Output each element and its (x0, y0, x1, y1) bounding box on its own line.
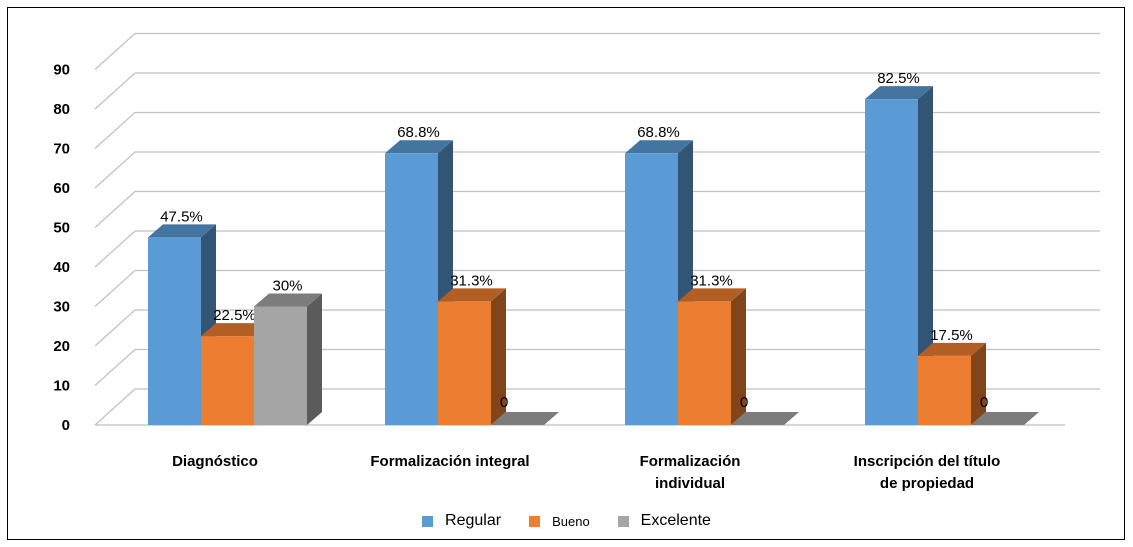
y-tick-label: 50 (53, 220, 70, 237)
legend-swatch-excelente (617, 515, 629, 527)
chart-legend: Regular Bueno Excelente (0, 512, 1133, 530)
bar-top-bueno (918, 342, 986, 356)
category-label: Formalización integral (370, 453, 529, 470)
category-label: de propiedad (880, 475, 974, 492)
bar-regular (385, 153, 438, 426)
legend-label-excelente: Excelente (640, 512, 711, 529)
bar-side-bueno (731, 288, 746, 425)
legend-item-excelente: Excelente (617, 512, 711, 530)
data-label-regular: 68.8% (637, 124, 680, 141)
gridline-0 (94, 388, 1100, 426)
data-label-regular: 47.5% (160, 208, 203, 225)
gridline-60 (94, 151, 1100, 189)
y-tick-label: 40 (53, 259, 70, 276)
data-label-excelente: 0 (500, 394, 508, 411)
gridline-90 (94, 32, 1100, 70)
y-tick-label: 60 (53, 180, 70, 197)
bar-top-regular (148, 224, 216, 238)
y-tick-label: 30 (53, 299, 70, 316)
y-tick-label: 20 (53, 338, 70, 355)
bar-top-excelente (254, 293, 322, 307)
legend-swatch-regular (422, 515, 434, 527)
data-label-bueno: 31.3% (450, 272, 493, 289)
gridline-40 (94, 230, 1100, 268)
bar-bueno (438, 301, 491, 425)
legend-swatch-bueno (529, 515, 541, 527)
bar-bueno (201, 336, 254, 425)
bar-side-bueno (971, 342, 986, 425)
category-label: Formalización (640, 453, 741, 470)
data-label-bueno: 31.3% (690, 272, 733, 289)
legend-label-regular: Regular (445, 512, 502, 529)
y-tick-label: 0 (62, 417, 70, 434)
bar-top-bueno (438, 288, 506, 302)
bar-top-excelente (971, 412, 1039, 425)
data-label-excelente: 0 (740, 394, 748, 411)
legend-label-bueno: Bueno (552, 513, 590, 529)
y-tick-label: 10 (53, 378, 70, 395)
y-tick-label: 70 (53, 141, 70, 158)
gridline-70 (94, 111, 1100, 149)
bar-chart: 0 10 20 30 40 50 60 70 80 90 47.5% 68.8% 68.8% 82.5% 2… (53, 32, 1100, 492)
bar-bueno (678, 301, 731, 425)
bar-top-regular (625, 140, 693, 154)
bar-side-bueno (491, 288, 506, 425)
bar-top-regular (385, 140, 453, 154)
bar-top-excelente (491, 412, 559, 425)
legend-item-bueno: Bueno (529, 514, 590, 529)
bar-regular (625, 153, 678, 426)
category-label: Inscripción del título (854, 453, 1001, 470)
data-label-regular: 68.8% (397, 124, 440, 141)
data-label-regular: 82.5% (877, 70, 920, 87)
data-label-excelente: 30% (272, 278, 302, 295)
gridline-10 (94, 348, 1100, 386)
bar-top-excelente (731, 412, 799, 425)
bar-excelente (254, 306, 307, 425)
gridline-30 (94, 269, 1100, 307)
y-tick-label: 80 (53, 101, 70, 118)
category-label: individual (655, 475, 725, 492)
bar-top-regular (865, 86, 933, 100)
data-label-bueno: 22.5% (213, 307, 256, 324)
bar-side-regular (918, 86, 933, 425)
data-label-excelente: 0 (980, 394, 988, 411)
gridline-50 (94, 190, 1100, 228)
bar-top-bueno (201, 323, 269, 337)
data-label-bueno: 17.5% (930, 327, 973, 344)
y-tick-label: 90 (53, 62, 70, 79)
gridline-20 (94, 309, 1100, 347)
bar-top-bueno (678, 288, 746, 302)
category-label: Diagnóstico (172, 453, 258, 470)
legend-item-regular: Regular (422, 512, 501, 530)
bar-regular (148, 237, 201, 425)
bar-bueno (918, 355, 971, 425)
bar-regular (865, 99, 918, 425)
gridline-80 (94, 72, 1100, 110)
bar-side-excelente (307, 293, 322, 425)
